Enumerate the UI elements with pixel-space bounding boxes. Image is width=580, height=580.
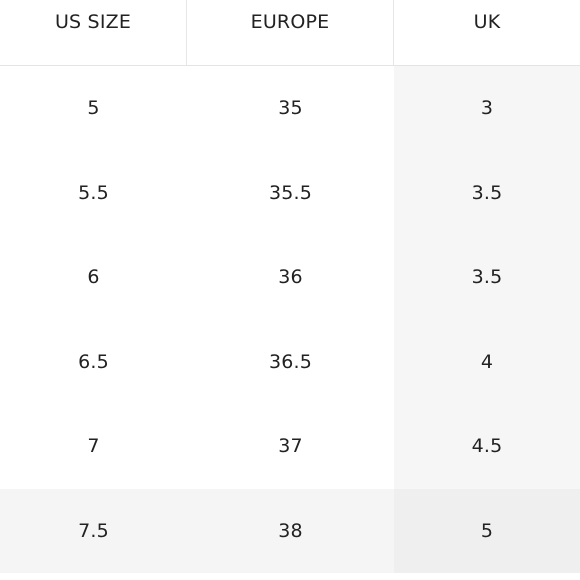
table-cell-uk: 3.5 — [394, 150, 580, 235]
table-cell-europe: 35.5 — [187, 150, 394, 235]
table-cell-europe: 35 — [187, 66, 394, 151]
table-cell-europe: 36.5 — [187, 319, 394, 404]
table-cell-europe: 36 — [187, 235, 394, 320]
table-cell-us-size: 7.5 — [0, 488, 187, 573]
table-cell-uk: 3 — [394, 66, 580, 151]
table-cell-us-size: 5.5 — [0, 150, 187, 235]
table-cell-us-size: 6.5 — [0, 319, 187, 404]
table-cell-us-size: 5 — [0, 66, 187, 151]
column-header-uk: UK — [394, 0, 580, 66]
table-cell-us-size: 6 — [0, 235, 187, 320]
table-cell-uk: 4 — [394, 319, 580, 404]
table-cell-us-size: 7 — [0, 404, 187, 489]
column-header-us-size: US SIZE — [0, 0, 187, 66]
table-cell-uk: 3.5 — [394, 235, 580, 320]
column-header-europe: EUROPE — [187, 0, 394, 66]
table-cell-europe: 37 — [187, 404, 394, 489]
table-cell-uk: 4.5 — [394, 404, 580, 489]
table-cell-europe: 38 — [187, 488, 394, 573]
table-cell-uk: 5 — [394, 488, 580, 573]
